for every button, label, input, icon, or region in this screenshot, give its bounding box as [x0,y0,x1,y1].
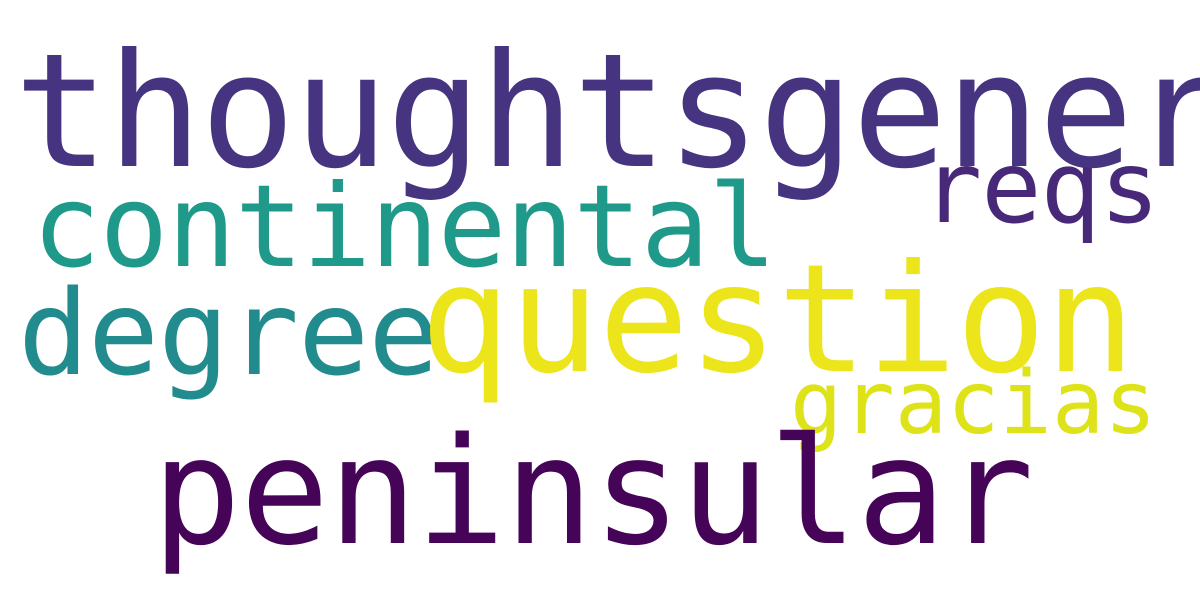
word-thoughtsgeneral: thoughtsgeneral [14,20,1200,204]
word-gracias: gracias [790,352,1157,454]
word-degree: degree [18,264,439,402]
word-peninsular: peninsular [152,406,1034,578]
word-reqs: reqs [922,129,1160,246]
word-continental: continental [32,160,777,293]
word-question: question [420,233,1135,407]
